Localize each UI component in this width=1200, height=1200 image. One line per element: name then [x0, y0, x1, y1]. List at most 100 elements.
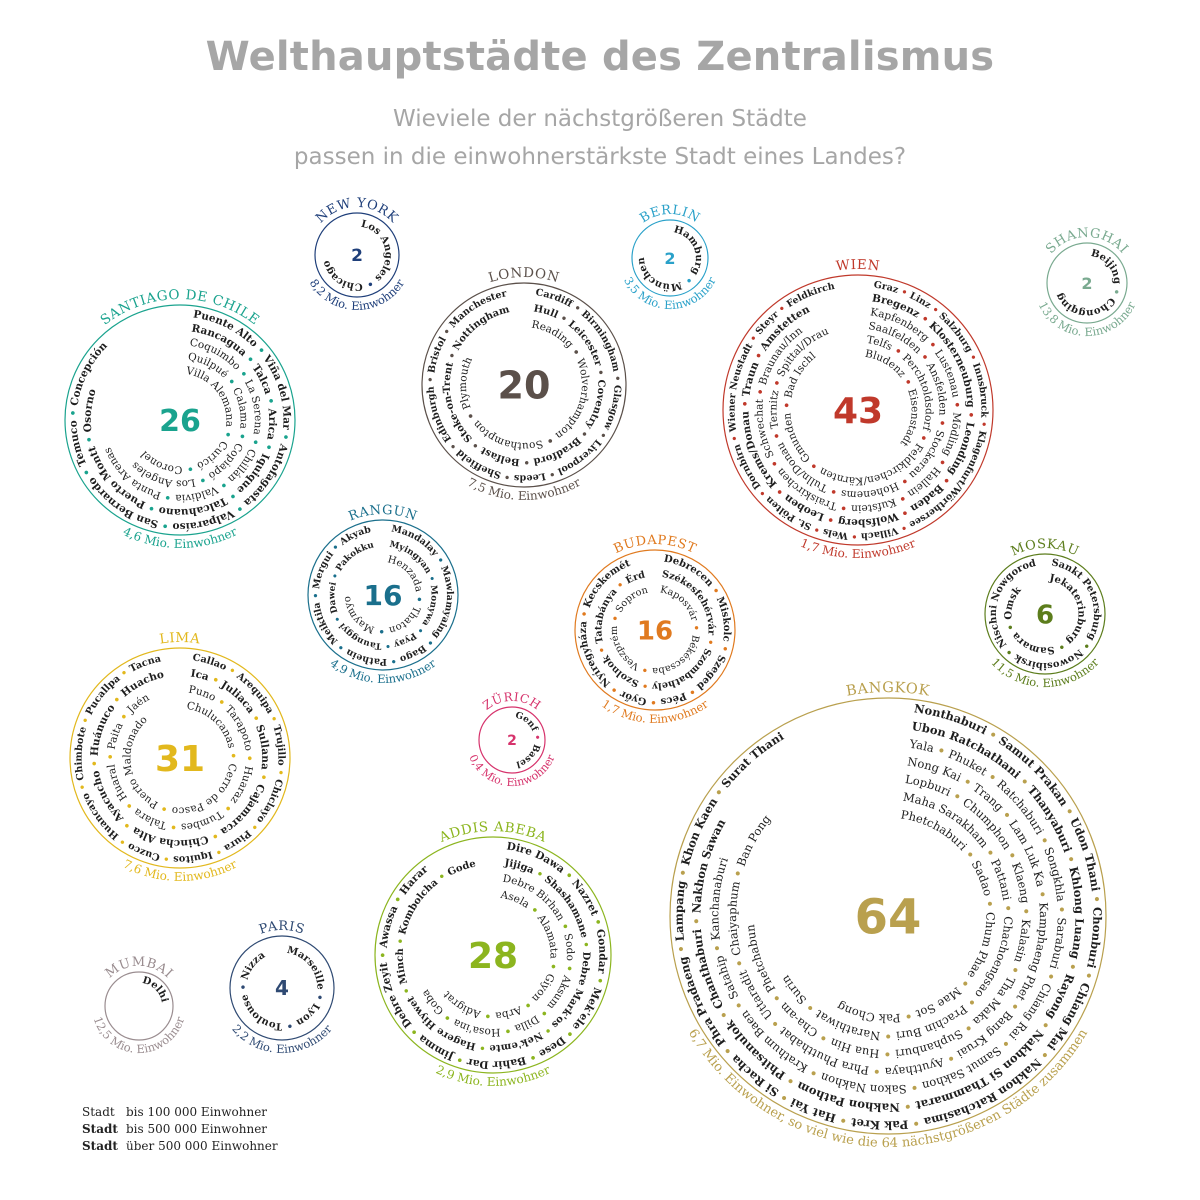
separator-dot: • [896, 285, 912, 300]
separator-dot: • [964, 408, 977, 423]
capital-count: 20 [498, 364, 551, 408]
separator-dot: • [79, 712, 94, 728]
separator-dot: • [76, 779, 90, 795]
separator-dot: • [893, 489, 911, 506]
city-label: Khlong Luang [1066, 865, 1086, 960]
capital-count: 2 [351, 246, 363, 266]
separator-dot: • [544, 466, 560, 480]
capital-count: 4 [275, 976, 289, 1000]
separator-dot: • [561, 961, 575, 977]
capital-ring [374, 836, 612, 1074]
separator-dot: • [382, 639, 395, 650]
city-label: Feldkirch [785, 281, 836, 310]
capital-ring [478, 706, 546, 774]
separator-dot: • [395, 934, 408, 949]
city-label: Ban Pong [734, 812, 774, 868]
city-label: Yala [908, 737, 936, 756]
city-label: Trujillo [270, 724, 286, 766]
city-label: Wels [822, 526, 850, 541]
capital-count: 31 [155, 739, 205, 780]
capital-count: 2 [1081, 274, 1092, 293]
capital-ring [229, 935, 335, 1041]
separator-dot: • [934, 415, 948, 431]
capital-count: 64 [855, 889, 922, 945]
separator-dot: • [714, 1005, 734, 1025]
legend-row-medium: Stadt bis 500 000 Einwohner [82, 1121, 278, 1138]
separator-dot: • [1080, 966, 1098, 985]
separator-dot: • [1000, 900, 1015, 917]
city-label: Chimbote [73, 726, 89, 782]
separator-dot: • [1002, 845, 1021, 865]
city-label: Plymouth [457, 355, 475, 411]
city-label: Genf [514, 711, 540, 734]
city-label: Omsk [1003, 584, 1024, 620]
city-label: Surat Thani [718, 729, 786, 791]
separator-dot: • [311, 589, 322, 603]
city-label: Sullana [253, 723, 271, 771]
city-label: Bahir Dar [465, 1054, 527, 1071]
capital-name: PARIS [257, 919, 306, 938]
separator-dot: • [899, 1099, 916, 1115]
separator-dot: • [541, 432, 559, 449]
capital-ring [631, 219, 709, 297]
separator-dot: • [247, 709, 264, 727]
capital-count: 2 [664, 249, 675, 268]
capital-name: LIMA [158, 630, 201, 648]
city-label: Nizza [240, 950, 268, 982]
city-label: Basel [515, 743, 541, 769]
separator-dot: • [813, 1028, 833, 1048]
separator-dot: • [579, 937, 591, 952]
capital-population: 13,8 Mio. Einwohner [1036, 299, 1139, 339]
separator-dot: • [593, 365, 606, 380]
separator-dot: • [848, 530, 861, 541]
page-title: Welthauptstädte des Zentralismus [205, 34, 995, 80]
separator-dot: • [689, 913, 703, 929]
capital-name: MUMBAI [103, 955, 176, 982]
separator-dot: • [207, 672, 225, 689]
legend: Stadt bis 100 000 Einwohner Stadt bis 50… [82, 1104, 278, 1155]
capital-name: LONDON [487, 265, 562, 286]
separator-dot: • [646, 696, 661, 707]
separator-dot: • [400, 982, 415, 999]
separator-dot: • [445, 347, 460, 364]
separator-dot: • [879, 1047, 895, 1061]
capital-name: BANGKOK [845, 680, 932, 700]
separator-dot: • [374, 624, 390, 636]
separator-dot: • [362, 275, 379, 291]
separator-dot: • [739, 396, 752, 411]
separator-dot: • [157, 518, 173, 532]
city-label: Leeds [513, 470, 546, 483]
legend-key: Stadt [82, 1105, 115, 1119]
legend-row-small: Stadt bis 100 000 Einwohner [82, 1104, 278, 1121]
capital-ring [69, 647, 291, 869]
city-label: Ternitz [767, 389, 781, 430]
separator-dot: • [1005, 960, 1024, 980]
separator-dot: • [896, 504, 914, 521]
separator-dot: • [1019, 903, 1034, 919]
separator-dot: • [1042, 967, 1061, 987]
separator-dot: • [977, 417, 989, 431]
city-label: Sodo [561, 932, 576, 961]
separator-dot: • [278, 429, 292, 445]
city-label: Phetchaburi [900, 807, 971, 853]
separator-dot: • [754, 384, 768, 400]
legend-text: über 500 000 Einwohner [126, 1139, 278, 1153]
capital-population: 12,5 Mio. Einwohner [91, 1014, 188, 1056]
separator-dot: • [835, 500, 851, 514]
city-label: Minch [395, 947, 410, 985]
capital-name: SHANGHAI [1043, 226, 1131, 257]
separator-dot: • [210, 844, 226, 859]
capital-count: 43 [833, 391, 883, 432]
separator-dot: • [1089, 891, 1104, 908]
separator-dot: • [524, 1049, 542, 1065]
separator-dot: • [89, 756, 102, 771]
